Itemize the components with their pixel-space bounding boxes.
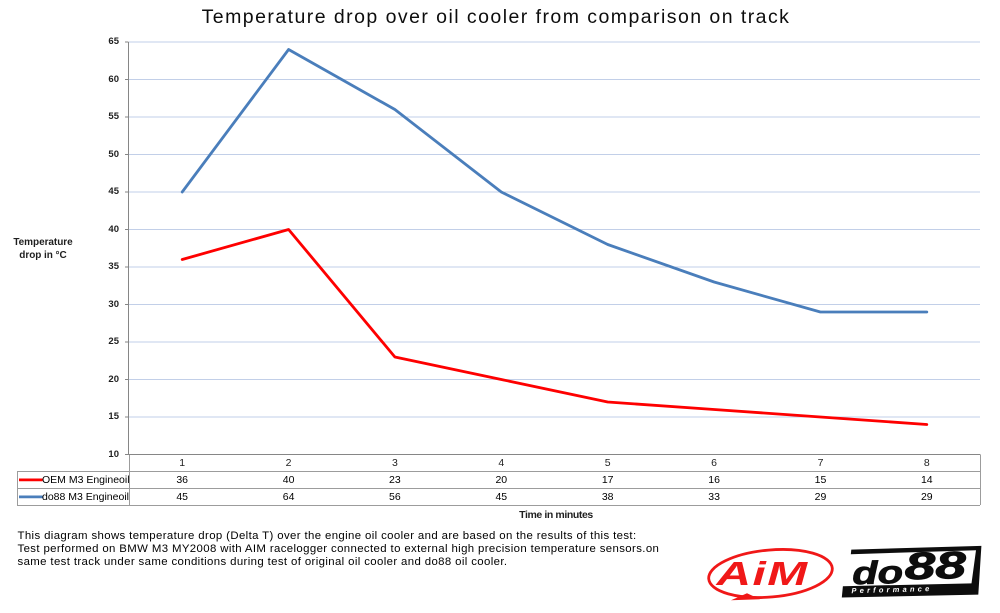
svg-text:88: 88 bbox=[904, 544, 967, 588]
svg-text:AiM: AiM bbox=[715, 555, 808, 592]
svg-text:do: do bbox=[852, 554, 904, 592]
svg-text:Performance: Performance bbox=[851, 584, 932, 595]
